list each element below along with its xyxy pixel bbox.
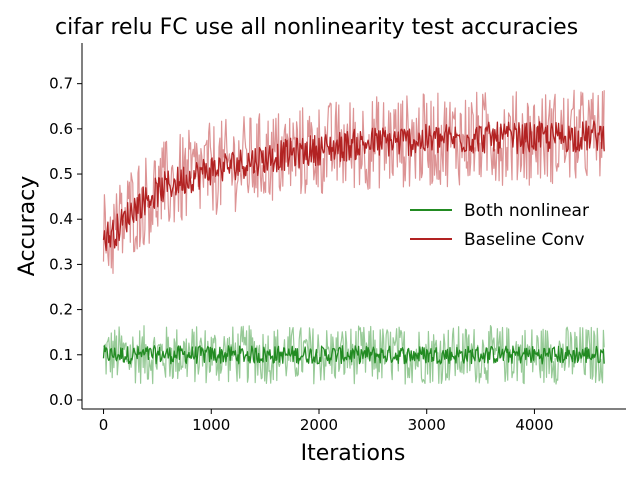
y-tick-label: 0.7 <box>49 75 73 93</box>
legend: Both nonlinear Baseline Conv <box>410 201 589 250</box>
x-tick-label: 4000 <box>515 416 553 434</box>
x-tick-label: 0 <box>99 416 109 434</box>
x-axis-label: Iterations <box>301 441 406 466</box>
plot-area <box>102 89 605 385</box>
x-tick-label: 1000 <box>192 416 230 434</box>
y-tick-label: 0.3 <box>49 255 73 273</box>
y-ticks: 0.0 0.1 0.2 0.3 0.4 0.5 0.6 0.7 <box>49 75 82 409</box>
series-line-baseline-conv <box>102 120 605 252</box>
series-band-both-nonlinear <box>103 325 605 385</box>
y-tick-label: 0.1 <box>49 346 73 364</box>
legend-label-baseline-conv: Baseline Conv <box>464 230 585 250</box>
y-axis-label: Accuracy <box>15 176 40 276</box>
x-ticks: 0 1000 2000 3000 4000 <box>99 409 554 434</box>
y-tick-label: 0.4 <box>49 210 73 228</box>
y-tick-label: 0.6 <box>49 120 73 138</box>
chart-title: cifar relu FC use all nonlinearity test … <box>55 15 578 40</box>
x-tick-label: 2000 <box>300 416 338 434</box>
x-tick-label: 3000 <box>408 416 446 434</box>
series-band-baseline-conv <box>102 89 605 274</box>
y-tick-label: 0.0 <box>49 391 73 409</box>
y-tick-label: 0.2 <box>49 301 73 319</box>
series-line-both-nonlinear <box>102 345 605 365</box>
legend-label-both-nonlinear: Both nonlinear <box>464 201 589 221</box>
y-tick-label: 0.5 <box>49 165 73 183</box>
